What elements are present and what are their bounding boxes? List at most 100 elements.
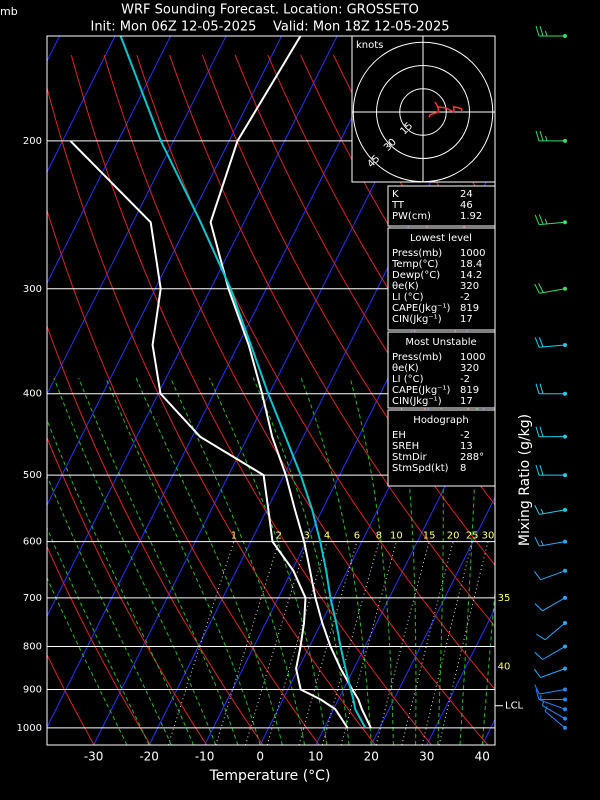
index-label: PW(cm) (392, 211, 431, 222)
x-tick-label: -30 (84, 750, 104, 764)
y-tick-label: 200 (23, 136, 42, 147)
index-box: Lowest level Press(mb) 1000 Temp(°C) 18.4 Dew… (387, 227, 496, 331)
index-box-title: Lowest level (410, 233, 472, 244)
index-value: 8 (460, 463, 466, 474)
index-label: Press(mb) (392, 248, 442, 259)
chart-title: WRF Sounding Forecast. Location: GROSSET… (121, 3, 419, 18)
index-value: -2 (460, 374, 470, 385)
wind-barb (534, 536, 566, 547)
x-tick-label: 20 (364, 750, 379, 764)
hodo-unit: knots (356, 40, 383, 51)
index-value: 14.2 (460, 270, 482, 281)
wind-barb (534, 337, 566, 348)
index-value: 320 (460, 281, 479, 292)
moist-adiabat (47, 576, 128, 745)
moist-adiabat (47, 474, 172, 745)
mixing-ratio-value: 6 (354, 531, 360, 542)
y-tick-label: 800 (23, 642, 42, 653)
isotherm (47, 36, 116, 174)
index-label: LI (°C) (392, 374, 424, 385)
wind-dot (563, 620, 567, 625)
wind-dot (563, 716, 567, 721)
index-value: 1000 (460, 352, 485, 363)
moist-adiabat (47, 526, 150, 745)
wind-barb (534, 283, 566, 294)
mixing-ratio-line (321, 541, 380, 745)
index-value: 13 (460, 441, 473, 452)
wind-barb (535, 383, 566, 395)
index-value: 320 (460, 363, 479, 374)
wind-dot (563, 666, 567, 671)
index-box-title: Most Unstable (405, 337, 476, 348)
wind-dot (563, 34, 567, 38)
wind-dot (563, 687, 567, 692)
index-value: 819 (460, 303, 479, 314)
index-label: TT (391, 200, 405, 211)
dry-adiabat (136, 54, 495, 690)
index-value: 17 (460, 314, 473, 325)
isotherm (204, 163, 495, 745)
index-label: Temp(°C) (391, 259, 439, 270)
index-label: LI (°C) (392, 292, 424, 303)
index-label: EH (392, 430, 406, 441)
index-value: -2 (460, 430, 470, 441)
index-value: 819 (460, 385, 479, 396)
mixing-ratio-value: 30 (482, 531, 495, 542)
wind-dot (563, 568, 567, 573)
wind-barb (534, 684, 566, 695)
y-tick-label: 900 (23, 684, 42, 695)
wind-dot (563, 220, 567, 225)
mixing-ratio-line (167, 541, 235, 745)
wind-dot (563, 725, 567, 730)
y-tick-label: 1000 (17, 723, 42, 734)
wind-dot (563, 644, 567, 649)
wind-barb (535, 130, 566, 142)
wind-dot (563, 343, 567, 348)
index-value: 1000 (460, 248, 485, 259)
index-box: Hodograph EH -2 SREH 13 StmDir 288° StmSpd(kt) 8 (387, 409, 496, 487)
wind-barb (534, 504, 566, 515)
wind-dot (563, 473, 567, 478)
mixing-ratio-line (215, 541, 280, 745)
mixing-ratio-value: 15 (423, 531, 436, 542)
wind-dot (563, 707, 567, 712)
profile-line (69, 140, 349, 729)
wind-barb (533, 570, 566, 581)
y-tick-label: 400 (23, 389, 42, 400)
y-tick-label: 300 (23, 284, 42, 295)
hodo-ring (352, 41, 494, 182)
index-label: Press(mb) (392, 352, 442, 363)
y-tick-label: 700 (23, 593, 42, 604)
moist-adiabat (78, 377, 239, 745)
index-box-title: Hodograph (413, 415, 468, 426)
mixing-ratio-value: 10 (390, 531, 403, 542)
moist-adiabat (47, 418, 195, 745)
x-axis-label: Temperature (°C) (209, 768, 331, 784)
mixing-ratio-value: 1 (231, 531, 237, 542)
profiles (69, 36, 372, 729)
hodo-ring (376, 65, 470, 159)
x-tick-label: 30 (419, 750, 434, 764)
index-label: θe(K) (392, 281, 419, 292)
mixing-ratio-value: 2 (276, 531, 282, 542)
wind-dot (563, 595, 567, 600)
dry-adiabat (169, 54, 495, 628)
y-tick-label: 500 (23, 470, 42, 481)
moist-adiabat-label: 40 (498, 661, 511, 672)
wind-barb (535, 464, 566, 476)
mixing-ratio-line (298, 541, 358, 745)
index-value: 24 (460, 189, 473, 200)
index-box: Most Unstable Press(mb) 1000 θe(K) 320 LI (°C… (387, 331, 496, 409)
moist-adiabat (170, 377, 306, 745)
index-label: StmDir (392, 452, 427, 463)
moist-adiabat-label: 35 (498, 593, 511, 604)
x-tick-label: 10 (308, 750, 323, 764)
index-box-frame (387, 331, 496, 409)
index-label: Dewp(°C) (392, 270, 440, 281)
y-tick-label: 600 (23, 537, 42, 548)
index-box-frame (387, 227, 496, 331)
index-label: CAPE(Jkg⁻¹) (392, 385, 450, 396)
index-value: 1.92 (460, 211, 482, 222)
